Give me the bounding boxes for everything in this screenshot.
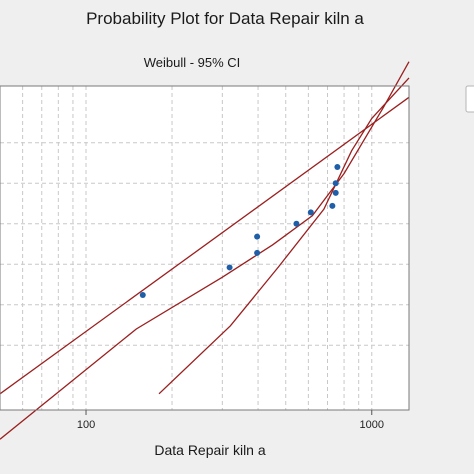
ci-upper-bound — [158, 77, 410, 395]
data-point — [334, 164, 341, 170]
x-axis-label: Data Repair kiln a — [154, 442, 265, 458]
chart-title: Probability Plot for Data Repair kiln a — [86, 9, 364, 28]
x-axis-ticks: 100 1000 — [77, 410, 384, 431]
data-point — [139, 291, 146, 298]
data-point — [293, 220, 300, 227]
legend-box — [465, 85, 474, 113]
data-point — [332, 189, 339, 196]
ci-lower-bound — [0, 61, 410, 440]
fit-line — [0, 96, 410, 395]
plot-frame — [0, 85, 410, 411]
data-point — [332, 180, 339, 187]
data-point — [254, 249, 261, 256]
x-tick-label: 100 — [77, 419, 95, 431]
data-points — [139, 164, 341, 298]
data-point — [329, 202, 336, 209]
fit-lines — [0, 61, 410, 440]
plot-area — [0, 86, 409, 410]
data-point — [254, 233, 261, 240]
data-point — [307, 209, 314, 216]
chart-subtitle: Weibull - 95% CI — [144, 55, 241, 70]
grid — [0, 86, 409, 410]
x-tick-label: 1000 — [360, 419, 384, 431]
data-point — [226, 264, 233, 271]
